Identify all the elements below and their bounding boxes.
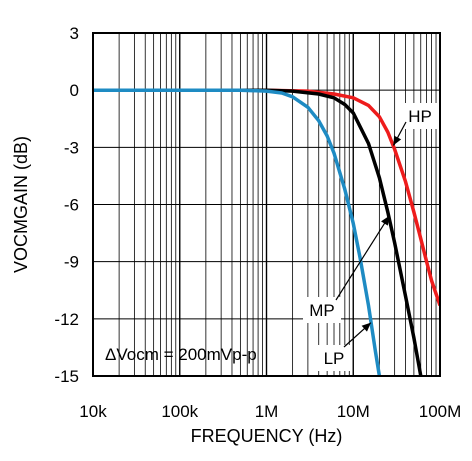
arrow-mp-line (335, 215, 390, 301)
annotations: HP MP LP ΔVocm = 200mVp-p (105, 103, 437, 371)
series-line-mp (93, 88, 423, 376)
annotation-mp-bg (303, 297, 341, 323)
arrow-mp-head (381, 215, 390, 226)
y-tick-labels: 3 0 -3 -6 -9 -12 -15 (54, 24, 79, 386)
y-tick-label: 0 (70, 81, 79, 100)
grid (92, 32, 441, 377)
x-tick-label: 100k (161, 402, 198, 421)
y-axis-label: VOCMGAIN (dB) (11, 136, 31, 273)
x-tick-label: 10M (337, 402, 370, 421)
y-tick-label: 3 (70, 24, 79, 43)
y-tick-label: -15 (54, 367, 79, 386)
annotation-hp: HP (408, 107, 432, 126)
annotation-mp: MP (309, 301, 335, 320)
annotation-lp-bg (318, 345, 350, 371)
annotation-lp: LP (324, 349, 345, 368)
arrow-lp-head (361, 322, 371, 332)
y-tick-label: -6 (64, 196, 79, 215)
x-tick-label: 100M (419, 402, 462, 421)
x-tick-label: 1M (255, 402, 279, 421)
y-tick-label: -3 (64, 138, 79, 157)
annotation-condition: ΔVocm = 200mVp-p (105, 345, 257, 364)
plot-frame (92, 32, 441, 377)
x-axis-label: FREQUENCY (Hz) (191, 426, 343, 446)
y-tick-label: -12 (54, 310, 79, 329)
x-tick-label: 10k (79, 402, 107, 421)
series-line-lp (93, 88, 382, 376)
annotation-hp-bg (403, 103, 437, 129)
arrow-hp-head (393, 135, 402, 146)
x-tick-labels: 10k 100k 1M 10M 100M (79, 402, 461, 421)
y-tick-label: -9 (64, 253, 79, 272)
plot-series (93, 88, 440, 376)
